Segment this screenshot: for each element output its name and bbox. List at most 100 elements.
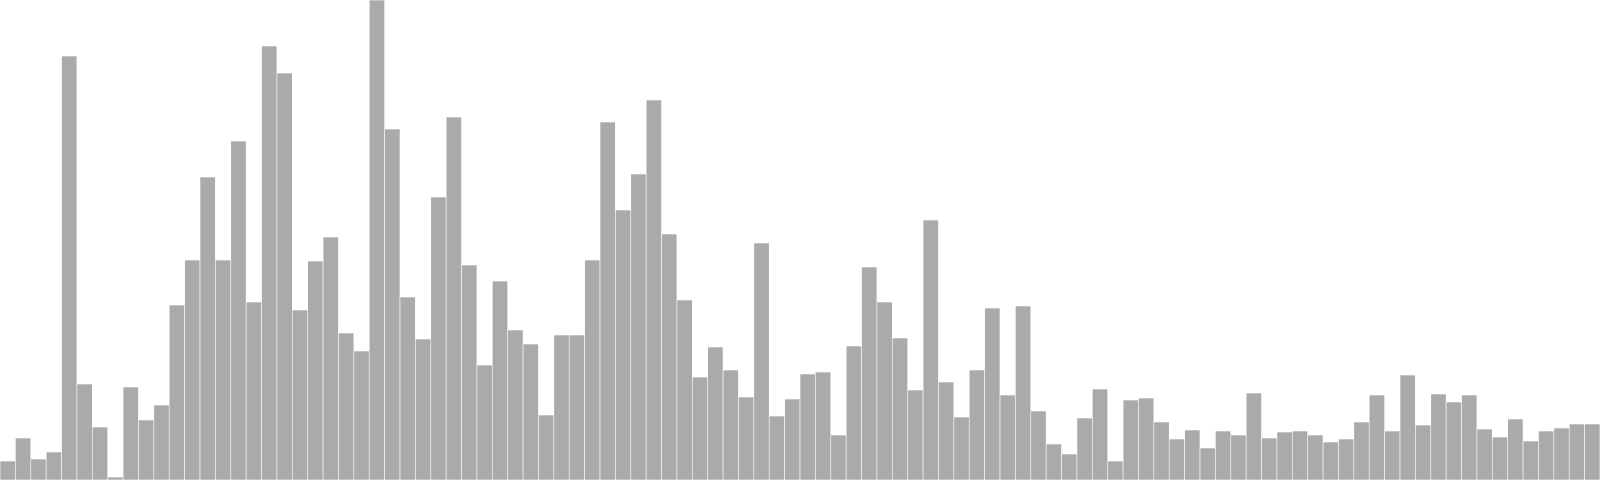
bar-14 bbox=[215, 259, 232, 480]
bar-61 bbox=[938, 381, 955, 480]
bar-37 bbox=[568, 334, 585, 480]
bar-10 bbox=[153, 404, 170, 480]
bar-82 bbox=[1261, 437, 1278, 480]
bar-54 bbox=[830, 434, 847, 480]
bar-94 bbox=[1445, 401, 1462, 480]
bar-59 bbox=[907, 389, 924, 480]
bar-33 bbox=[507, 329, 524, 480]
bar-18 bbox=[276, 72, 293, 480]
bar-5 bbox=[76, 383, 93, 480]
bar-41 bbox=[630, 173, 647, 480]
bar-72 bbox=[1107, 460, 1124, 480]
bar-98 bbox=[1507, 418, 1524, 480]
bar-38 bbox=[584, 259, 601, 480]
bar-19 bbox=[292, 309, 308, 480]
bar-79 bbox=[1215, 430, 1232, 480]
bar-13 bbox=[199, 176, 216, 480]
bar-65 bbox=[999, 394, 1016, 480]
bar-103 bbox=[1584, 423, 1600, 480]
bar-57 bbox=[876, 301, 893, 480]
bar-96 bbox=[1476, 428, 1493, 480]
bar-53 bbox=[815, 371, 832, 480]
bar-25 bbox=[384, 128, 401, 480]
bar-97 bbox=[1492, 436, 1508, 480]
bar-87 bbox=[1338, 438, 1355, 480]
bar-49 bbox=[753, 242, 770, 480]
bar-29 bbox=[445, 116, 462, 480]
bar-30 bbox=[461, 264, 478, 480]
bar-9 bbox=[138, 419, 155, 480]
bar-20 bbox=[307, 260, 324, 480]
bar-73 bbox=[1122, 399, 1139, 480]
bar-71 bbox=[1092, 388, 1108, 480]
bar-34 bbox=[522, 343, 539, 480]
bar-11 bbox=[168, 304, 185, 480]
bar-91 bbox=[1399, 374, 1416, 480]
bar-75 bbox=[1153, 421, 1170, 480]
bar-28 bbox=[430, 196, 447, 480]
bar-56 bbox=[861, 266, 878, 480]
bar-46 bbox=[707, 346, 724, 480]
bar-77 bbox=[1184, 429, 1201, 480]
bar-31 bbox=[476, 364, 493, 480]
bar-74 bbox=[1138, 397, 1155, 480]
bar-2 bbox=[30, 458, 47, 480]
bar-6 bbox=[92, 426, 108, 480]
bar-78 bbox=[1199, 447, 1216, 480]
bar-51 bbox=[784, 398, 801, 480]
bar-4 bbox=[61, 55, 78, 480]
bar-58 bbox=[892, 337, 908, 480]
bar-76 bbox=[1168, 438, 1185, 480]
bar-60 bbox=[922, 219, 939, 480]
bar-17 bbox=[261, 45, 278, 480]
bar-95 bbox=[1461, 394, 1478, 480]
bar-88 bbox=[1353, 421, 1370, 480]
bar-3 bbox=[45, 451, 62, 480]
bar-63 bbox=[968, 369, 985, 480]
bar-15 bbox=[230, 140, 247, 480]
bar-102 bbox=[1568, 423, 1585, 480]
bar-36 bbox=[553, 334, 570, 480]
bar-64 bbox=[984, 307, 1001, 480]
bar-66 bbox=[1015, 305, 1032, 480]
bar-43 bbox=[661, 233, 678, 480]
bar-83 bbox=[1276, 431, 1293, 480]
bar-55 bbox=[845, 345, 862, 480]
bar-86 bbox=[1322, 441, 1339, 480]
bar-81 bbox=[1245, 392, 1262, 480]
bar-92 bbox=[1415, 424, 1432, 480]
bar-67 bbox=[1030, 410, 1047, 480]
bar-8 bbox=[122, 386, 139, 480]
bar-39 bbox=[599, 121, 616, 480]
bar-27 bbox=[415, 338, 432, 480]
bar-35 bbox=[538, 414, 555, 480]
bar-44 bbox=[676, 299, 693, 480]
bar-40 bbox=[615, 209, 632, 480]
bar-85 bbox=[1307, 434, 1324, 480]
bar-23 bbox=[353, 350, 370, 480]
bar-62 bbox=[953, 416, 970, 480]
bar-48 bbox=[738, 396, 755, 480]
bar-99 bbox=[1522, 440, 1539, 480]
bar-47 bbox=[722, 369, 739, 480]
bar-68 bbox=[1045, 443, 1062, 480]
bar-42 bbox=[645, 99, 662, 480]
bar-70 bbox=[1076, 417, 1093, 480]
bar-89 bbox=[1368, 394, 1385, 480]
bar-24 bbox=[368, 0, 385, 480]
bar-100 bbox=[1538, 430, 1555, 480]
bar-101 bbox=[1553, 427, 1570, 480]
bar-12 bbox=[184, 259, 201, 480]
bar-1 bbox=[15, 437, 32, 480]
bar-84 bbox=[1292, 430, 1308, 480]
bar-69 bbox=[1061, 453, 1078, 480]
bar-52 bbox=[799, 373, 816, 480]
bar-32 bbox=[492, 280, 508, 480]
bar-26 bbox=[399, 296, 416, 480]
bar-22 bbox=[338, 332, 355, 480]
bar-93 bbox=[1430, 393, 1447, 480]
bar-50 bbox=[768, 415, 785, 480]
bar-90 bbox=[1384, 430, 1401, 480]
